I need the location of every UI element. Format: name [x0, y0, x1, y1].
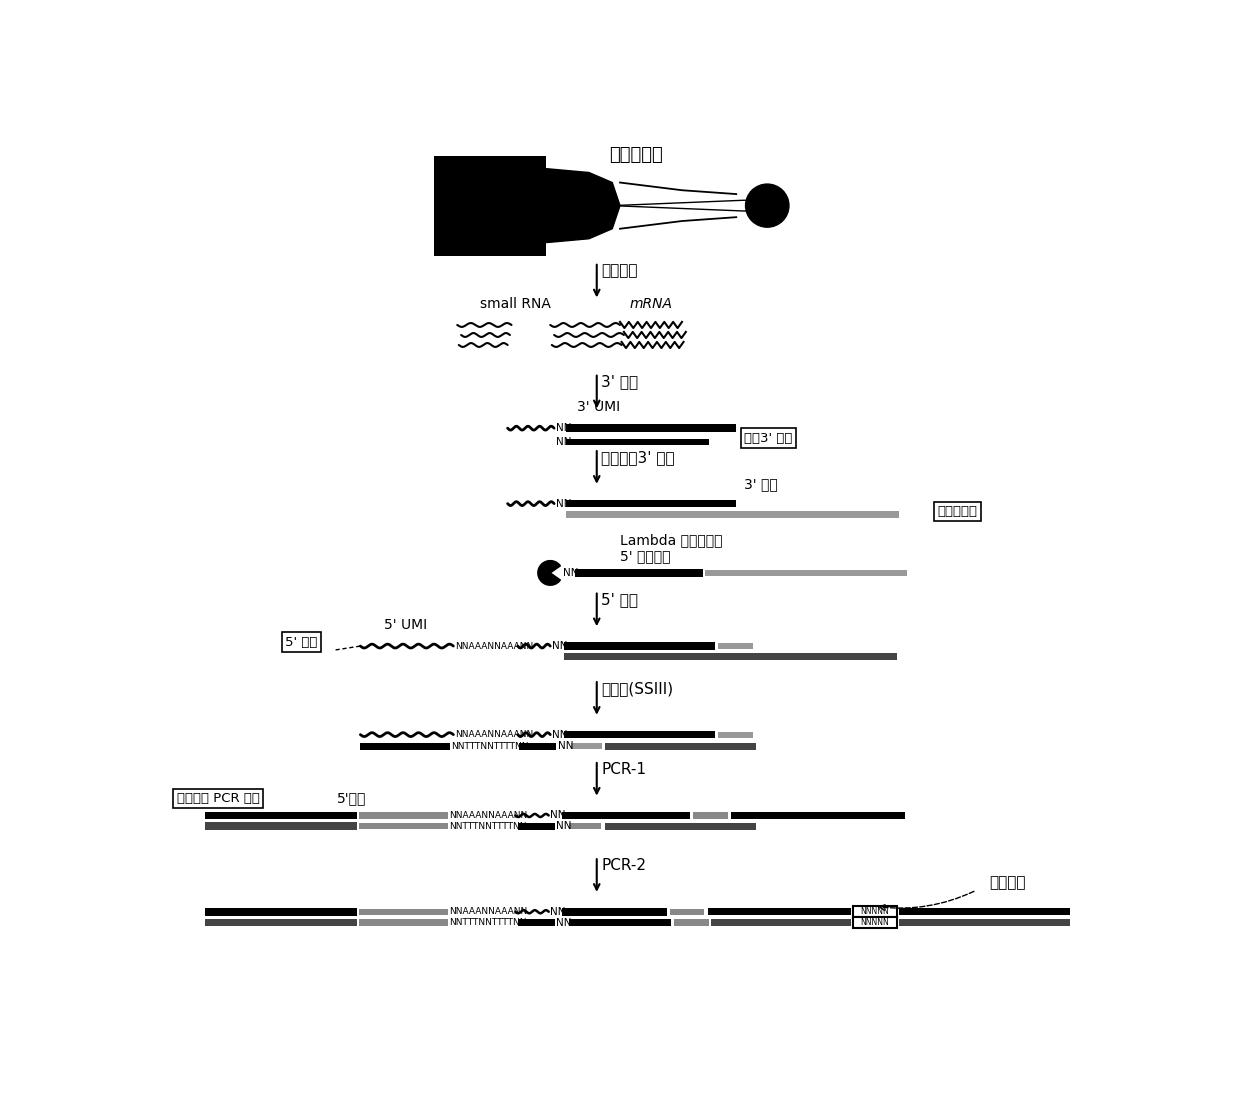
- Bar: [712, 919, 851, 926]
- Text: 反转录引物: 反转录引物: [937, 505, 978, 518]
- Bar: [569, 919, 671, 926]
- Text: NNTTTNNTTTTNN: NNTTTNNTTTTNN: [449, 821, 527, 830]
- Text: 5' 接头: 5' 接头: [285, 636, 317, 649]
- Bar: [206, 907, 357, 915]
- Bar: [569, 824, 601, 829]
- Text: NN: NN: [556, 437, 572, 447]
- Bar: [899, 919, 1069, 926]
- Text: 3' 标签: 3' 标签: [744, 477, 777, 491]
- Bar: [358, 824, 448, 829]
- Text: NN: NN: [556, 423, 572, 433]
- Bar: [564, 731, 715, 739]
- Bar: [565, 500, 737, 508]
- Bar: [520, 743, 557, 750]
- Text: 5' 连接: 5' 连接: [601, 592, 639, 607]
- Text: 游离3' 接头: 游离3' 接头: [744, 432, 792, 445]
- Bar: [572, 743, 603, 750]
- Text: 去除游离3' 接头: 去除游离3' 接头: [601, 449, 675, 465]
- Bar: [853, 906, 898, 917]
- Text: NNAAANNAAANN: NNAAANNAAANN: [455, 641, 533, 650]
- Text: NN: NN: [556, 499, 572, 509]
- Bar: [718, 643, 754, 649]
- Bar: [693, 813, 728, 818]
- Text: small RNA: small RNA: [480, 297, 551, 311]
- Text: Lambda 核酸外切酶
5' 腺苷化酶: Lambda 核酸外切酶 5' 腺苷化酶: [620, 533, 723, 563]
- Text: PCR-1: PCR-1: [601, 762, 646, 776]
- Wedge shape: [538, 561, 560, 585]
- Bar: [206, 822, 357, 830]
- Bar: [562, 811, 689, 819]
- Bar: [708, 909, 851, 915]
- Bar: [675, 920, 709, 925]
- Bar: [361, 743, 449, 750]
- Text: NNAAANNAAANN: NNAAANNAAANN: [449, 811, 528, 820]
- Text: NNNNN: NNNNN: [861, 919, 889, 927]
- Circle shape: [745, 184, 789, 227]
- Text: NNNNN: NNNNN: [861, 907, 889, 916]
- Bar: [853, 917, 898, 927]
- Bar: [518, 822, 556, 830]
- Text: 样品标签: 样品标签: [990, 875, 1025, 890]
- Text: NN: NN: [558, 741, 573, 751]
- Text: NNAAANNAAANN: NNAAANNAAANN: [449, 907, 528, 916]
- Text: NNTTTNNTTTTNN: NNTTTNNTTTTNN: [449, 919, 527, 927]
- Bar: [706, 570, 906, 576]
- Text: 5' UMI: 5' UMI: [383, 618, 427, 633]
- Bar: [206, 919, 357, 926]
- Text: NN: NN: [552, 641, 567, 651]
- Bar: [670, 909, 704, 915]
- Bar: [518, 919, 556, 926]
- Bar: [564, 643, 715, 650]
- Bar: [434, 156, 547, 256]
- Text: 微孔放大图: 微孔放大图: [609, 147, 662, 164]
- Bar: [358, 920, 448, 925]
- Text: 带标签的 PCR 引物: 带标签的 PCR 引物: [176, 792, 259, 805]
- Text: NN: NN: [557, 821, 572, 831]
- Bar: [718, 732, 754, 737]
- Text: 3' 连接: 3' 连接: [601, 374, 639, 390]
- Text: NN: NN: [551, 906, 565, 916]
- Text: NN: NN: [552, 730, 567, 740]
- Bar: [358, 813, 448, 818]
- Bar: [564, 654, 898, 660]
- Text: 反转录(SSIII): 反转录(SSIII): [601, 681, 673, 696]
- Bar: [575, 569, 703, 576]
- Text: NN: NN: [557, 917, 572, 927]
- Text: NN: NN: [551, 810, 565, 820]
- Text: mRNA: mRNA: [630, 297, 672, 311]
- Text: 细胞裂解: 细胞裂解: [601, 264, 637, 278]
- Text: NNAAANNAAANN: NNAAANNAAANN: [455, 730, 533, 739]
- Bar: [565, 511, 899, 518]
- Bar: [730, 813, 905, 819]
- Text: NN: NN: [563, 567, 579, 577]
- Text: NNTTTNNTTTTNN: NNTTTNNTTTTNN: [451, 742, 528, 751]
- Bar: [565, 424, 737, 432]
- Bar: [605, 822, 755, 830]
- Text: 5'标签: 5'标签: [337, 792, 367, 806]
- Bar: [899, 909, 1069, 915]
- Bar: [206, 811, 357, 819]
- Polygon shape: [547, 169, 620, 243]
- Text: 3' UMI: 3' UMI: [578, 401, 620, 414]
- Bar: [605, 743, 756, 750]
- Bar: [358, 909, 448, 915]
- Bar: [565, 438, 709, 446]
- Bar: [562, 907, 667, 915]
- Text: PCR-2: PCR-2: [601, 858, 646, 873]
